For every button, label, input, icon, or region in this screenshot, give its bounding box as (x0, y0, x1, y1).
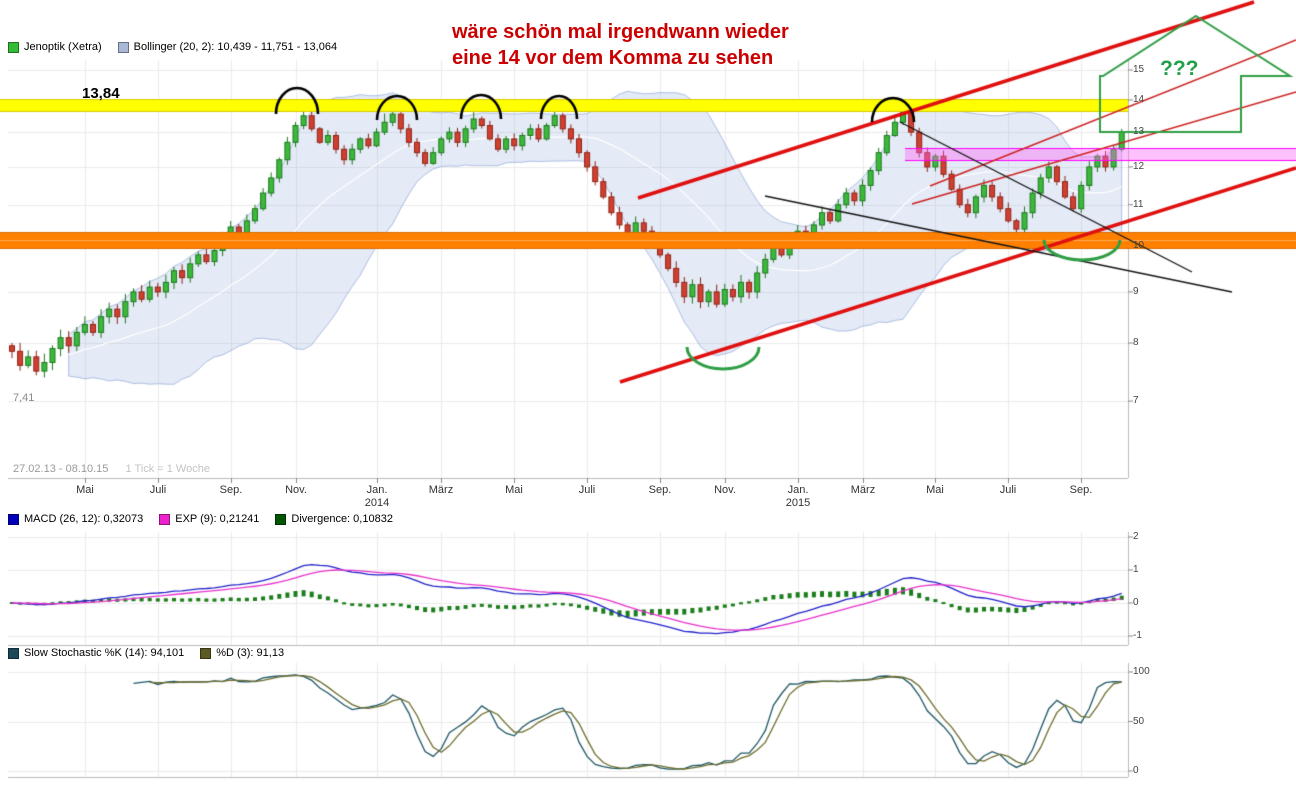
price-axis-label: 13 (1133, 126, 1145, 138)
x-axis-label: März (428, 484, 454, 496)
jenoptik-series-label: Jenoptik (Xetra) (24, 41, 102, 53)
price-axis-label: 10 (1133, 240, 1145, 252)
price-axis-label: 8 (1133, 337, 1139, 349)
x-axis-label: Mai (926, 484, 944, 496)
bollinger-series-swatch (117, 41, 129, 53)
x-axis-label: Nov. (714, 484, 736, 496)
stoch-d-series-swatch (200, 647, 212, 659)
x-axis-label: Mai (505, 484, 523, 496)
jenoptik-series-swatch (8, 41, 19, 53)
macd-axis-label: 1 (1133, 564, 1139, 575)
divergence-series-label: Divergence: 0,10832 (291, 513, 393, 525)
price-axis-label: 12 (1133, 160, 1145, 172)
price-axis-label: 14 (1133, 93, 1145, 105)
x-axis-label: Sep. (648, 484, 672, 496)
price-legend: Jenoptik (Xetra) Bollinger (20, 2): 10,4… (8, 41, 337, 53)
price-axis-label: 9 (1133, 285, 1139, 297)
annotation-question-marks: ??? (1160, 57, 1199, 80)
x-axis-label: März (850, 484, 876, 496)
bollinger-series-label: Bollinger (20, 2): 10,439 - 11,751 - 13,… (133, 41, 338, 53)
stochastic-legend: Slow Stochastic %K (14): 94,101 %D (3): … (8, 647, 284, 659)
annotation-red-note-line2: eine 14 vor dem Komma zu sehen (452, 47, 774, 69)
macd-series-swatch (8, 513, 19, 525)
stoch-k-series-label: Slow Stochastic %K (14): 94,101 (24, 647, 185, 659)
resistance-level-label: 13,84 (82, 85, 120, 102)
x-axis-label: Sep. (1069, 484, 1093, 496)
annotation-red-note-line1: wäre schön mal irgendwann wieder (452, 21, 789, 43)
macd-axis-label: -1 (1133, 630, 1142, 641)
x-axis-label: Jan. (787, 484, 809, 496)
stoch-axis-label: 100 (1133, 666, 1150, 677)
stoch-d-series-label: %D (3): 91,13 (216, 647, 285, 659)
exp-series-swatch (159, 513, 171, 525)
date-range-info: 27.02.13 - 08.10.15 1 Tick = 1 Woche (13, 463, 210, 475)
x-axis-label: Juli (578, 484, 596, 496)
x-axis-label: Juli (149, 484, 167, 496)
macd-series-label: MACD (26, 12): 0,32073 (24, 513, 144, 525)
x-axis-label: Mai (76, 484, 94, 496)
macd-axis-label: 0 (1133, 597, 1139, 608)
exp-series-label: EXP (9): 0,21241 (175, 513, 260, 525)
annotation-red-note: wäre schön mal irgendwann wieder eine 14… (452, 19, 789, 71)
price-low-label: 7,41 (13, 392, 35, 404)
price-axis-label: 15 (1133, 64, 1145, 75)
divergence-series-swatch (275, 513, 287, 525)
x-axis-label: Jan. (366, 484, 388, 496)
x-axis-label: Juli (999, 484, 1017, 496)
x-axis-label: Sep. (219, 484, 243, 496)
macd-axis-label: 2 (1133, 531, 1139, 542)
price-axis-label: 7 (1133, 395, 1139, 407)
price-axis-label: 11 (1133, 198, 1144, 210)
x-axis-year-label: 2015 (785, 497, 811, 509)
x-axis-year-label: 2014 (364, 497, 390, 509)
date-range-label: 27.02.13 - 08.10.15 (13, 463, 109, 475)
tick-interval-label: 1 Tick = 1 Woche (125, 463, 210, 475)
stoch-k-series-swatch (8, 647, 19, 659)
stoch-axis-label: 50 (1133, 715, 1145, 727)
x-axis-label: Nov. (285, 484, 307, 496)
stoch-axis-label: 0 (1133, 765, 1139, 776)
macd-legend: MACD (26, 12): 0,32073 EXP (9): 0,21241 … (8, 513, 393, 525)
